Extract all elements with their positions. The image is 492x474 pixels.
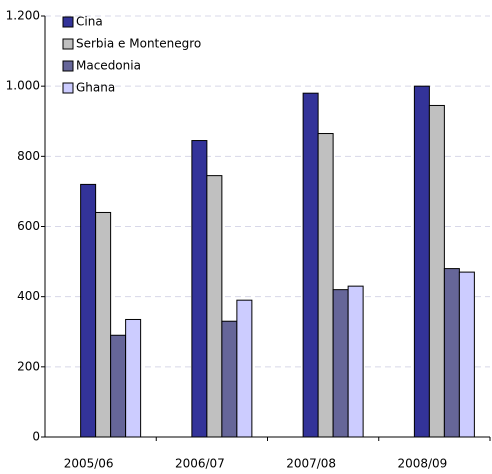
legend-swatch: [62, 16, 74, 28]
legend-label: Ghana: [76, 81, 115, 95]
bar: [458, 271, 475, 438]
bar: [317, 133, 334, 438]
bar: [191, 140, 208, 438]
legend-label: Macedonia: [76, 59, 141, 73]
y-tick-label: 0: [32, 430, 40, 444]
bar: [332, 289, 349, 438]
y-tick-label: 1.000: [6, 79, 40, 93]
y-tick-label: 800: [17, 149, 40, 163]
x-tick-label: 2005/06: [64, 457, 114, 471]
bar: [221, 320, 238, 438]
legend-label: Cina: [76, 15, 103, 29]
x-tick-label: 2006/07: [175, 457, 225, 471]
bar: [413, 85, 430, 438]
bar: [125, 318, 142, 438]
legend-swatch: [62, 60, 74, 72]
bar: [206, 175, 223, 438]
bar: [443, 268, 460, 438]
y-tick-label: 1.200: [6, 9, 40, 23]
bar: [80, 183, 97, 438]
bar: [236, 299, 253, 438]
bar: [347, 285, 364, 438]
bar: [110, 334, 127, 438]
x-tick-label: 2007/08: [286, 457, 336, 471]
legend-swatch: [62, 38, 74, 50]
bar: [95, 211, 112, 438]
y-tick-label: 200: [17, 359, 40, 373]
bar: [302, 92, 319, 438]
x-tick-label: 2008/09: [397, 457, 447, 471]
bar: [428, 104, 445, 438]
y-tick-label: 600: [17, 219, 40, 233]
legend-swatch: [62, 82, 74, 94]
legend-label: Serbia e Montenegro: [76, 37, 201, 51]
y-tick-label: 400: [17, 289, 40, 303]
